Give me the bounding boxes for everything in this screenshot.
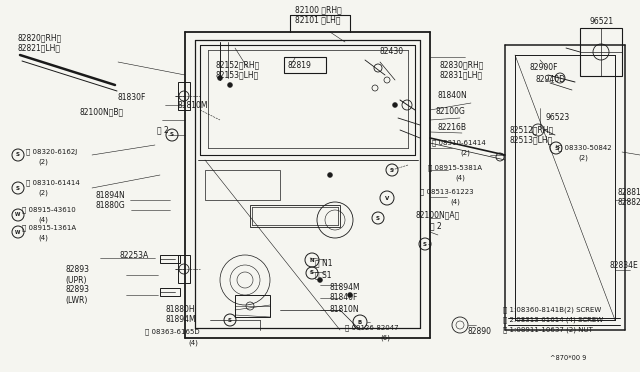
Text: 81894N: 81894N [95, 190, 125, 199]
Text: ^870*00 9: ^870*00 9 [550, 355, 586, 361]
Text: 82819: 82819 [287, 61, 311, 70]
Text: (2): (2) [578, 155, 588, 161]
Text: 82153〈LH〉: 82153〈LH〉 [215, 71, 259, 80]
Text: 81894M: 81894M [330, 282, 360, 292]
Text: 81840N: 81840N [437, 90, 467, 99]
Circle shape [218, 76, 223, 80]
Text: 82890: 82890 [467, 327, 491, 337]
Text: (UPR): (UPR) [65, 276, 86, 285]
Text: 82893: 82893 [65, 266, 89, 275]
Text: S: S [228, 317, 232, 323]
Text: 81840F: 81840F [330, 294, 358, 302]
Text: 96521: 96521 [590, 17, 614, 26]
Text: S: S [390, 167, 394, 173]
Bar [205, 170, 280, 200]
Text: 82430: 82430 [380, 48, 404, 57]
Text: Ⓞ N1: Ⓞ N1 [315, 259, 333, 267]
Text: (4): (4) [450, 199, 460, 205]
Text: (2): (2) [460, 150, 470, 156]
Text: 81810M: 81810M [178, 100, 209, 109]
Text: Ⓢ 2: Ⓢ 2 [430, 221, 442, 231]
Text: S: S [170, 132, 174, 138]
Text: 82900F: 82900F [530, 64, 559, 73]
Text: (2): (2) [38, 190, 48, 196]
Text: S: S [423, 241, 427, 247]
Text: 82100N〈A〉: 82100N〈A〉 [415, 211, 460, 219]
Circle shape [227, 83, 232, 87]
Text: 82100G: 82100G [435, 108, 465, 116]
Text: Ⓢ 08320-6162J: Ⓢ 08320-6162J [26, 149, 77, 155]
Bar [235, 295, 270, 317]
Text: B: B [358, 320, 362, 324]
Text: (2): (2) [38, 159, 48, 165]
Bar [178, 255, 190, 283]
Text: 82820〈RH〉: 82820〈RH〉 [18, 33, 62, 42]
Circle shape [348, 292, 353, 298]
Text: Ⓢ 08513-61223: Ⓢ 08513-61223 [420, 189, 474, 195]
Text: 81830F: 81830F [118, 93, 147, 103]
Text: W: W [15, 212, 20, 218]
Text: Ⓢ 2:08313-61614 (4) SCREW: Ⓢ 2:08313-61614 (4) SCREW [503, 317, 603, 323]
Text: 81894M: 81894M [165, 315, 196, 324]
Text: 82882〈LH〉: 82882〈LH〉 [618, 198, 640, 206]
Bar [160, 255, 180, 263]
Bar [250, 205, 340, 227]
Text: Ⓢ S1: Ⓢ S1 [315, 270, 332, 279]
Text: S: S [16, 153, 20, 157]
Text: Ⓢ 08310-61414: Ⓢ 08310-61414 [26, 180, 80, 186]
Text: Ⓢ 2: Ⓢ 2 [157, 125, 169, 135]
Text: 82834E: 82834E [610, 260, 639, 269]
Text: Ⓞ 1:08911-10637 (2) NUT: Ⓞ 1:08911-10637 (2) NUT [503, 327, 593, 333]
Text: 82821〈LH〉: 82821〈LH〉 [18, 44, 61, 52]
Text: 82513〈LH〉: 82513〈LH〉 [510, 135, 553, 144]
Circle shape [317, 278, 323, 282]
Text: (LWR): (LWR) [65, 295, 88, 305]
Text: 81880H: 81880H [165, 305, 195, 314]
Text: 82940D: 82940D [535, 76, 565, 84]
Text: (4): (4) [455, 175, 465, 181]
Bar [178, 82, 190, 110]
Text: N: N [310, 257, 314, 263]
Text: Ⓢ 08363-6165D: Ⓢ 08363-6165D [145, 329, 200, 335]
Text: S: S [310, 270, 314, 276]
Text: Ⓥ 08915-5381A: Ⓥ 08915-5381A [428, 165, 482, 171]
Bar [284, 57, 326, 73]
Text: Ⓢ 08330-50842: Ⓢ 08330-50842 [558, 145, 612, 151]
Text: 82893: 82893 [65, 285, 89, 295]
Text: Ⓚ 08915-43610: Ⓚ 08915-43610 [22, 207, 76, 213]
Text: 81810N: 81810N [330, 305, 360, 314]
Text: S: S [555, 145, 559, 151]
Text: S: S [16, 186, 20, 190]
Text: (6): (6) [380, 335, 390, 341]
Text: S: S [376, 215, 380, 221]
Text: 82512〈RH〉: 82512〈RH〉 [510, 125, 554, 135]
Text: 81880G: 81880G [95, 201, 125, 209]
Text: (4): (4) [188, 340, 198, 346]
Text: 82100 〈RH〉: 82100 〈RH〉 [295, 6, 342, 15]
Circle shape [328, 173, 333, 177]
Text: Ⓢ 08310-61414: Ⓢ 08310-61414 [432, 140, 486, 146]
Text: 96523: 96523 [545, 113, 569, 122]
Text: 82881〈RH〉: 82881〈RH〉 [618, 187, 640, 196]
Circle shape [392, 103, 397, 108]
Text: (4): (4) [38, 235, 48, 241]
Text: Ⓚ 08915-1361A: Ⓚ 08915-1361A [22, 225, 76, 231]
Text: V: V [385, 196, 389, 201]
Text: 82100N〈B〉: 82100N〈B〉 [80, 108, 124, 116]
Text: Ⓢ 1:08360-8141B(2) SCREW: Ⓢ 1:08360-8141B(2) SCREW [503, 307, 601, 313]
Text: (4): (4) [38, 217, 48, 223]
Text: Ⓝ 09126-82047: Ⓝ 09126-82047 [345, 325, 399, 331]
Bar [580, 28, 622, 76]
Text: 82253A: 82253A [120, 250, 149, 260]
Text: 82830〈RH〉: 82830〈RH〉 [440, 61, 484, 70]
Text: W: W [15, 230, 20, 234]
Text: 82101 〈LH〉: 82101 〈LH〉 [295, 16, 340, 25]
Bar [160, 288, 180, 296]
Text: 82216B: 82216B [437, 122, 466, 131]
Text: 82831〈LH〉: 82831〈LH〉 [440, 71, 483, 80]
Text: 82152〈RH〉: 82152〈RH〉 [215, 61, 259, 70]
